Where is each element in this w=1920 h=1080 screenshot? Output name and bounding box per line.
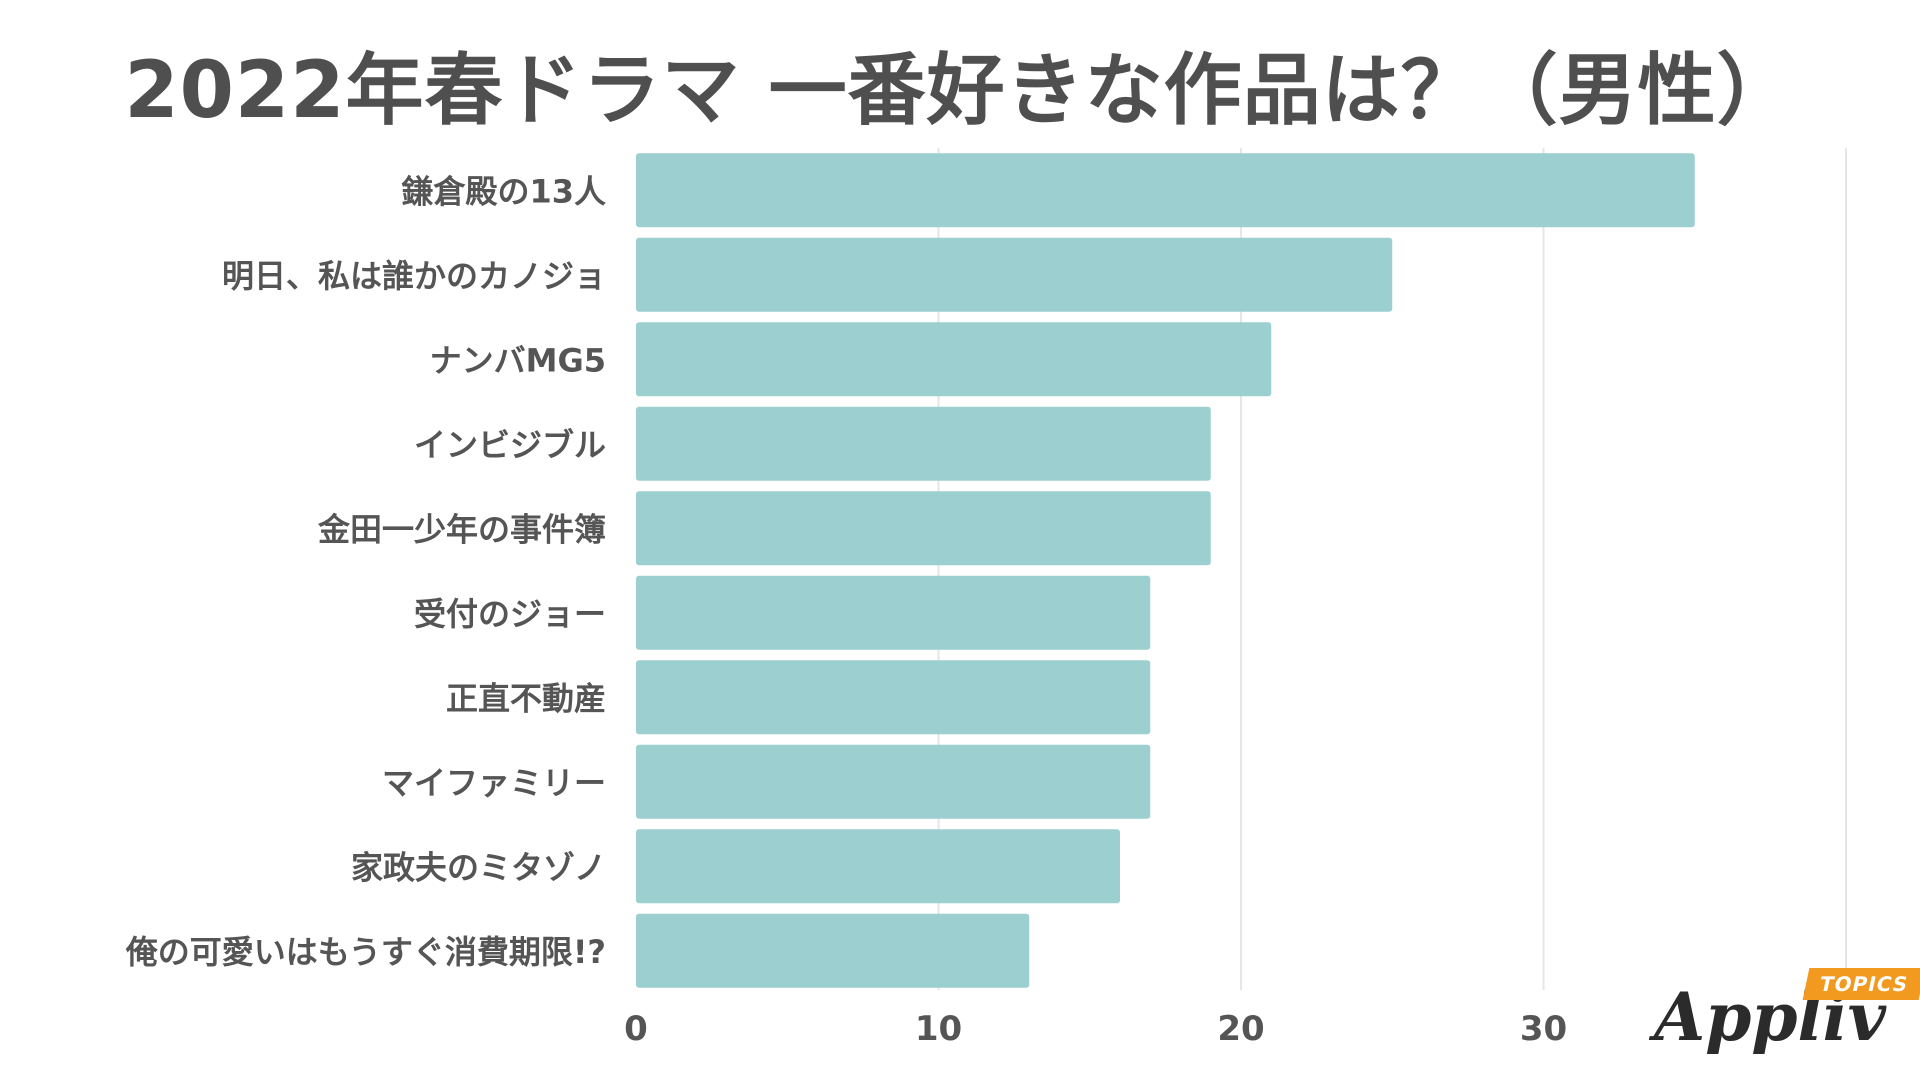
x-tick-label: 0 bbox=[624, 1009, 648, 1049]
x-tick-label: 30 bbox=[1520, 1009, 1567, 1049]
bar bbox=[636, 913, 1030, 988]
category-label: 家政夫のミタゾノ bbox=[351, 848, 606, 886]
bar bbox=[636, 744, 1151, 819]
bar bbox=[636, 322, 1272, 397]
category-label: マイファミリー bbox=[382, 764, 606, 802]
bar bbox=[636, 829, 1120, 904]
category-label: 金田一少年の事件簿 bbox=[317, 510, 606, 548]
x-tick-label: 20 bbox=[1217, 1009, 1264, 1049]
logo-badge: TOPICS bbox=[1802, 968, 1920, 1000]
bar bbox=[636, 491, 1211, 566]
category-label: 俺の可愛いはもうすぐ消費期限!? bbox=[125, 933, 606, 971]
bar bbox=[636, 575, 1151, 650]
category-label: 明日、私は誰かのカノジョ bbox=[222, 257, 606, 295]
x-tick-label: 10 bbox=[915, 1009, 962, 1049]
chart-title: 2022年春ドラマ 一番好きな作品は？（男性） bbox=[124, 46, 1796, 136]
category-label: ナンバMG5 bbox=[430, 341, 606, 379]
category-label: 鎌倉殿の13人 bbox=[401, 172, 606, 210]
bar bbox=[636, 153, 1695, 228]
category-label: 受付のジョー bbox=[414, 595, 606, 633]
bar bbox=[636, 406, 1211, 481]
appliv-logo[interactable]: Appliv TOPICS bbox=[1650, 960, 1920, 1060]
category-label: インビジブル bbox=[414, 426, 606, 464]
category-label: 正直不動産 bbox=[446, 679, 606, 717]
bar bbox=[636, 660, 1151, 735]
bar bbox=[636, 237, 1393, 312]
